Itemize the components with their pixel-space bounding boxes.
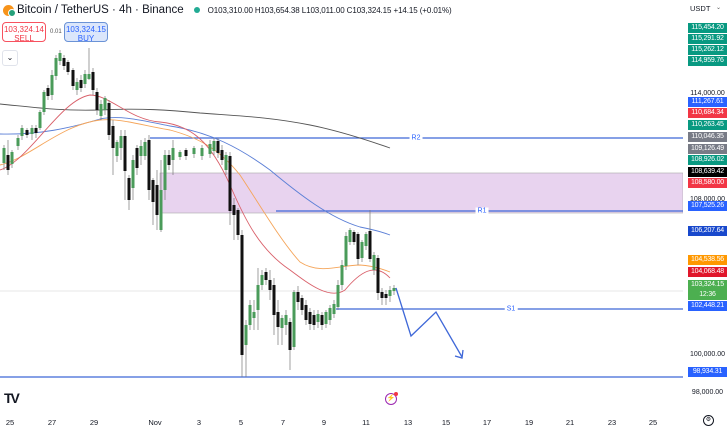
price-label: 102,448.21 bbox=[688, 301, 727, 311]
buy-button[interactable]: 103,324.15 BUY bbox=[64, 22, 108, 43]
price-label: 110,684.34 bbox=[688, 108, 727, 118]
time-label: 11 bbox=[362, 418, 370, 427]
lightning-icon[interactable]: ⚡ bbox=[385, 392, 398, 405]
sell-label: SELL bbox=[14, 34, 34, 43]
price-label: 109,126.49 bbox=[688, 144, 727, 154]
price-tick: 114,000.00 bbox=[690, 90, 725, 97]
time-label: 29 bbox=[89, 418, 99, 427]
price-label: 115,262.12 bbox=[688, 45, 727, 55]
time-label: 17 bbox=[482, 418, 492, 427]
time-label: 25 bbox=[5, 418, 15, 427]
price-label: 103,324.15 bbox=[688, 280, 727, 290]
price-label: 104,538.56 bbox=[688, 255, 727, 265]
time-label: 3 bbox=[196, 418, 202, 427]
time-label: 23 bbox=[607, 418, 617, 427]
spread-value: 0.01 bbox=[50, 29, 62, 35]
price-label: 115,291.92 bbox=[688, 34, 727, 44]
time-label: 13 bbox=[403, 418, 413, 427]
resistance-zone bbox=[159, 172, 683, 214]
sell-button[interactable]: 103,324.14 SELL bbox=[2, 22, 46, 43]
s1-label: S1 bbox=[504, 305, 518, 313]
time-label: 21 bbox=[565, 418, 575, 427]
price-tick: 98,000.00 bbox=[691, 389, 724, 396]
price-label: 108,639.42 bbox=[688, 167, 727, 177]
sell-price: 103,324.14 bbox=[3, 25, 45, 34]
price-chart[interactable] bbox=[0, 0, 683, 430]
tradingview-logo[interactable]: TV bbox=[4, 390, 20, 406]
r1-label: R1 bbox=[475, 207, 489, 215]
projected-arrowhead bbox=[454, 349, 464, 359]
price-tick: 108,000.00 bbox=[689, 196, 726, 203]
time-label: 5 bbox=[238, 418, 244, 427]
price-label: 108,926.02 bbox=[688, 155, 727, 165]
collapse-button[interactable]: ⌄ bbox=[2, 50, 18, 66]
ohlc-values: O103,310.00 H103,654.38 L103,011.00 C103… bbox=[207, 5, 452, 15]
currency-selector[interactable]: USDT bbox=[690, 4, 711, 13]
candles bbox=[2, 48, 396, 377]
time-label: 19 bbox=[524, 418, 534, 427]
buy-label: BUY bbox=[77, 34, 95, 43]
chart-header: Bitcoin / TetherUS · 4h · Binance O103,3… bbox=[0, 0, 680, 20]
time-label: 25 bbox=[648, 418, 658, 427]
time-label: Nov bbox=[148, 418, 162, 427]
settings-icon[interactable]: ⚙ bbox=[703, 415, 714, 426]
price-label: 114,959.76 bbox=[688, 56, 727, 66]
price-label: 107,525.26 bbox=[688, 201, 727, 211]
price-label: 98,934.31 bbox=[688, 367, 727, 377]
chevron-down-icon: ⌄ bbox=[6, 53, 14, 62]
price-label: 110,263.45 bbox=[688, 120, 727, 130]
time-label: 7 bbox=[280, 418, 286, 427]
ma-50-line bbox=[0, 119, 391, 273]
projected-path bbox=[395, 287, 463, 358]
symbol-title[interactable]: Bitcoin / TetherUS · 4h · Binance bbox=[17, 4, 184, 16]
price-label: 104,068.48 bbox=[688, 267, 727, 277]
price-label: 110,046.35 bbox=[688, 132, 727, 142]
price-label: 111,267.61 bbox=[688, 97, 727, 107]
r2-label: R2 bbox=[409, 134, 423, 142]
market-open-icon bbox=[193, 7, 200, 13]
price-label: 106,207.64 bbox=[688, 226, 727, 236]
time-label: 27 bbox=[47, 418, 57, 427]
price-label: 12:36 bbox=[688, 290, 727, 300]
ma-200-line bbox=[0, 103, 391, 149]
time-label: 9 bbox=[321, 418, 327, 427]
bitcoin-icon bbox=[3, 4, 16, 17]
price-label: 115,454.20 bbox=[688, 23, 727, 33]
price-axis[interactable] bbox=[683, 0, 727, 430]
price-tick: 100,000.00 bbox=[689, 351, 726, 358]
chevron-down-icon[interactable]: ⌄ bbox=[716, 5, 722, 11]
time-label: 15 bbox=[441, 418, 451, 427]
price-label: 108,580.00 bbox=[688, 178, 727, 188]
buy-price: 103,324.15 bbox=[65, 25, 107, 34]
